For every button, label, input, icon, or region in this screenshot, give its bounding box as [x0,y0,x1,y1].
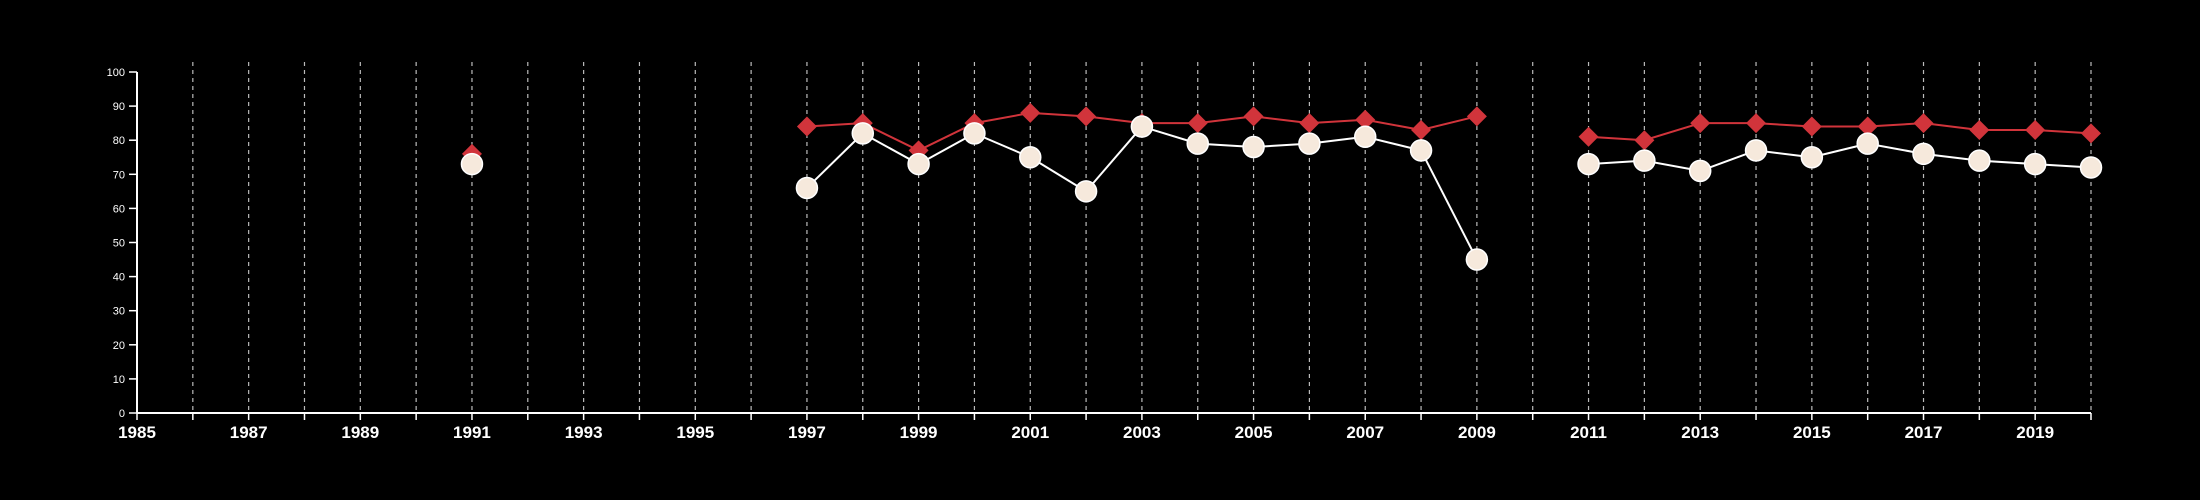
y-tick-label: 60 [113,203,125,215]
red-diamond-point [1020,102,1041,123]
red-series-segment [974,111,1031,125]
cream-circle-point [1856,132,1879,155]
red-diamond-point [1801,116,1822,137]
x-tick-label: 1987 [230,423,268,442]
x-tick-label: 2015 [1793,423,1831,442]
red-diamond-point [796,116,817,137]
cream-circle-point [1968,149,1991,172]
red-diamond-point [1076,106,1097,127]
red-diamond-point [1690,113,1711,134]
y-tick-label: 70 [113,169,125,181]
x-tick-label: 2009 [1458,423,1496,442]
red-diamond-point [1355,109,1376,130]
red-series-segment [1197,115,1254,125]
x-tick-label: 2013 [1681,423,1719,442]
cream-series-segment [806,132,864,189]
red-diamond-point [1746,113,1767,134]
x-tick-label: 1993 [565,423,603,442]
red-diamond-point [1857,116,1878,137]
x-tick-label: 1989 [341,423,379,442]
red-diamond-point [1243,106,1264,127]
y-tick-label: 80 [113,135,125,147]
x-tick-label: 1985 [118,423,156,442]
x-tick-label: 1999 [900,423,938,442]
cream-circle-point [1688,159,1712,183]
y-tick-label: 0 [119,408,125,420]
cream-circle-point [1465,248,1489,271]
cream-circle-point [1298,132,1321,155]
cream-circle-point [1353,125,1377,149]
x-tick-label: 1997 [788,423,826,442]
y-tick-label: 50 [113,238,125,250]
cream-circle-point [1800,146,1824,169]
red-series-segment [1420,115,1478,131]
red-diamond-point [2081,123,2101,144]
cream-circle-point [1074,180,1098,203]
red-series-segment [1644,122,1701,142]
x-tick-label: 2003 [1123,423,1161,442]
cream-circle-point [1744,139,1768,162]
cream-circle-point [1242,135,1265,159]
y-tick-label: 90 [113,101,125,113]
x-tick-label: 2011 [1570,423,1607,442]
red-diamond-point [1411,119,1432,140]
axes: 0 10 20 30 40 50 60 70 80 90 100 1985 1987 1989 1991 19… [107,67,2092,442]
cream-circle-point [1130,115,1154,138]
red-diamond-point [1634,130,1655,151]
cream-circle-point [963,122,986,145]
cream-circle-point [1409,139,1433,162]
y-tick-label: 10 [113,374,125,386]
x-tick-label: 1995 [676,423,714,442]
red-diamond-point [1913,113,1934,134]
red-series-segment [1253,115,1310,125]
red-series-segment [1923,122,1980,131]
cream-circle-point [851,122,875,145]
x-tick-label: 2007 [1346,423,1384,442]
cream-circle-point [907,152,930,176]
cream-circle-point [1019,146,1042,169]
cream-circle-point [1912,142,1935,166]
red-diamond-point [2025,119,2046,140]
cream-series-segment [1085,125,1143,193]
cream-circle-point [1186,132,1209,155]
red-diamond-point [1578,126,1599,147]
y-tick-label: 30 [113,306,125,318]
cream-circle-point [1577,152,1600,176]
y-tick-label: 40 [113,272,125,284]
cream-circle-point [2023,152,2047,176]
series-markers [460,102,2103,271]
cream-circle-point [460,152,484,176]
cream-circle-point [795,176,819,200]
x-tick-label: 2005 [1235,423,1273,442]
red-series-segment [1365,118,1422,131]
x-tick-label: 2017 [1905,423,1943,442]
cream-series-segment [1420,149,1478,261]
cream-circle-point [1633,149,1656,172]
y-tick-label: 20 [113,340,125,352]
red-diamond-point [1299,113,1320,134]
red-diamond-point [1969,119,1990,140]
red-diamond-point [1187,113,1208,134]
red-diamond-point [1466,106,1487,127]
y-tick-label: 100 [107,67,125,79]
x-tick-label: 2001 [1011,423,1049,442]
cream-circle-point [2079,156,2103,179]
x-tick-label: 2019 [2016,423,2054,442]
x-tick-label: 1991 [453,423,491,442]
